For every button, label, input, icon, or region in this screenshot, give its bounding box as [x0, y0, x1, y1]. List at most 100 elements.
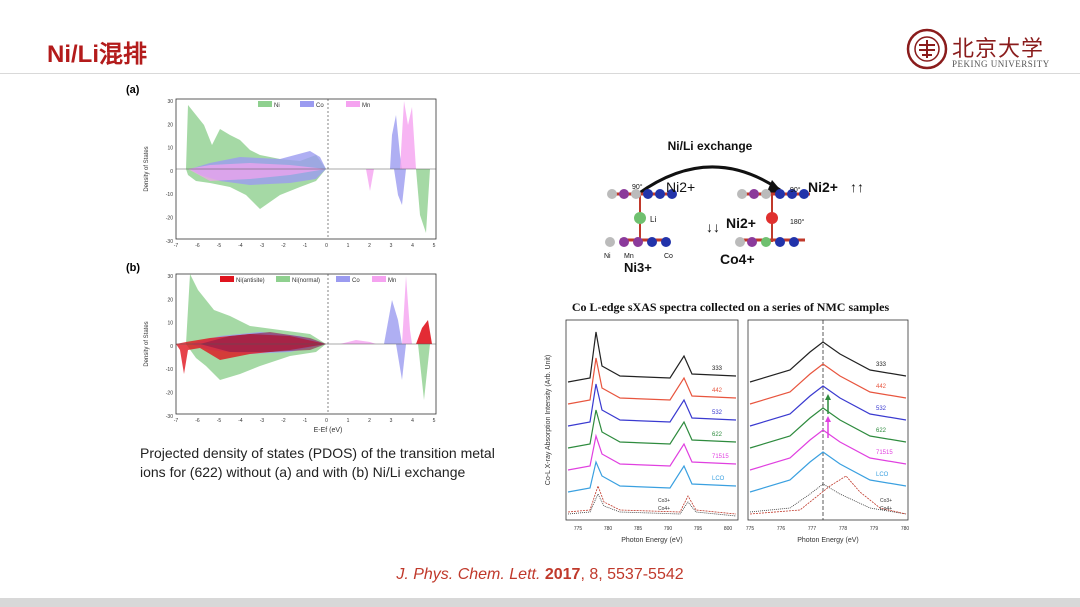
x-tick-label: -3 [260, 418, 265, 424]
sxas-xlabel-left: Photon Energy (eV) [621, 537, 682, 544]
sxas-curve-left [567, 409, 737, 449]
university-logo-icon [906, 28, 948, 70]
angle-90-left: 90° [632, 183, 643, 191]
title-divider [0, 73, 1080, 74]
label-co-small: Co [664, 253, 673, 260]
sxas-curve-left [567, 433, 737, 471]
x-tick-label: -5 [217, 418, 222, 424]
x-tick-label: 5 [433, 243, 436, 249]
panel-b-label: (b) [126, 262, 141, 274]
schematic-title: Ni/Li exchange [668, 139, 753, 153]
legend-b-ni-antisite: Ni(antisite) [236, 278, 265, 284]
x-tick-label: 3 [390, 418, 393, 424]
sxas-sample-label: LCO [876, 472, 889, 478]
sxas-sample-label: 333 [876, 362, 887, 368]
citation-rest: , 8, 5537-5542 [580, 566, 684, 583]
sxas-x-tick-right: 780 [901, 526, 910, 532]
panel-a-label: (a) [126, 84, 140, 96]
y-tick-label: -10 [166, 192, 173, 198]
citation-journal: J. Phys. Chem. Lett. [396, 566, 541, 583]
y-tick-label: -20 [166, 391, 173, 397]
y-tick-label: -30 [166, 239, 173, 245]
pdos-caption: Projected density of states (PDOS) of th… [140, 445, 495, 480]
angle-180: 180° [790, 218, 805, 226]
sxas-sample-label: 532 [712, 410, 723, 416]
legend-b-co: Co [352, 278, 360, 284]
x-tick-label: -4 [238, 418, 243, 424]
x-tick-label: -5 [217, 243, 222, 249]
y-tick-label: -30 [166, 414, 173, 420]
x-tick-label: 3 [390, 243, 393, 249]
sxas-x-tick-right: 779 [870, 526, 879, 532]
pdos-a-ylabel: Density of States [144, 146, 150, 191]
sxas-curve-right [749, 407, 907, 449]
sxas-xlabel-right: Photon Energy (eV) [797, 537, 858, 544]
sxas-chart: Co-L X-ray Absorption Intensity (Arb. Un… [540, 316, 912, 548]
x-tick-label: -2 [281, 243, 286, 249]
y-tick-label: 0 [170, 344, 173, 350]
sxas-curve-left [567, 383, 737, 427]
legend-b-mn: Mn [388, 278, 396, 284]
university-name-en: PEKING UNIVERSITY [952, 59, 1050, 69]
label-ni3: Ni3+ [624, 260, 652, 275]
y-tick-label: 20 [167, 297, 173, 303]
sxas-curve-left [567, 331, 737, 383]
sxas-title: Co L-edge sXAS spectra collected on a se… [571, 300, 890, 314]
citation: J. Phys. Chem. Lett. 2017, 8, 5537-5542 [0, 566, 1080, 584]
x-tick-label: 1 [347, 243, 350, 249]
sxas-sample-label: 442 [876, 384, 887, 390]
ni-li-exchange-diagram: Ni/Li exchange 90° Ni2+ Li Ni Mn Co Ni3+… [604, 139, 864, 275]
x-tick-label: 4 [411, 418, 414, 424]
sxas-sample-label: 71515 [876, 450, 893, 456]
label-ni-small: Ni [604, 253, 611, 260]
y-tick-label: -20 [166, 216, 173, 222]
y-tick-label: 30 [167, 99, 173, 105]
sxas-sample-label: 333 [712, 366, 723, 372]
legend-a-ni: Ni [274, 103, 280, 109]
sxas-ylabel: Co-L X-ray Absorption Intensity (Arb. Un… [545, 355, 552, 485]
sxas-sample-label: 622 [712, 432, 723, 438]
sxas-sample-label: 442 [712, 388, 723, 394]
sxas-sample-label: 622 [876, 428, 887, 434]
angle-90-right: 90° [790, 186, 801, 194]
x-tick-label: -6 [195, 418, 200, 424]
sxas-x-tick-left: 780 [604, 526, 613, 532]
x-tick-label: 2 [368, 418, 371, 424]
ref-co4-right: Co4+ [880, 506, 892, 512]
x-tick-label: 0 [325, 243, 328, 249]
sxas-sample-label: LCO [712, 476, 725, 482]
ref-co3-left: Co3+ [658, 498, 670, 504]
sxas-sample-label: 532 [876, 406, 887, 412]
label-ni2-mid: Ni2+ [726, 215, 756, 231]
label-ni2-right: Ni2+ [808, 179, 838, 195]
sxas-curve-right [749, 385, 907, 427]
sxas-curve-right [749, 363, 907, 405]
y-tick-label: 30 [167, 274, 173, 280]
sxas-x-tick-right: 777 [808, 526, 817, 532]
sxas-x-tick-left: 785 [634, 526, 643, 532]
y-tick-label: 0 [170, 169, 173, 175]
x-tick-label: 1 [347, 418, 350, 424]
sxas-x-tick-left: 775 [574, 526, 583, 532]
x-tick-label: 4 [411, 243, 414, 249]
sxas-curve-left [567, 460, 737, 493]
y-tick-label: 20 [167, 122, 173, 128]
pdos-b-xlabel: E-Ef (eV) [314, 427, 343, 434]
label-mn-small: Mn [624, 253, 634, 260]
spin-down-arrows: ↓↓ [706, 219, 720, 235]
x-tick-label: -7 [174, 418, 179, 424]
sxas-x-tick-left: 800 [724, 526, 733, 532]
sxas-x-tick-right: 776 [777, 526, 786, 532]
pdos-chart-a: Ni Co Mn Density of States 3020100-10-20… [144, 98, 437, 249]
legend-a-co: Co [316, 103, 324, 109]
label-co4: Co4+ [720, 251, 755, 267]
university-name-cn: 北京大学 [952, 37, 1045, 62]
sxas-x-tick-right: 775 [746, 526, 755, 532]
sxas-sample-label: 71515 [712, 454, 729, 460]
sxas-curve-right [749, 429, 907, 471]
label-li: Li [650, 215, 656, 224]
sxas-x-tick-left: 795 [694, 526, 703, 532]
x-tick-label: -2 [281, 418, 286, 424]
y-tick-label: -10 [166, 367, 173, 373]
sxas-x-tick-left: 790 [664, 526, 673, 532]
